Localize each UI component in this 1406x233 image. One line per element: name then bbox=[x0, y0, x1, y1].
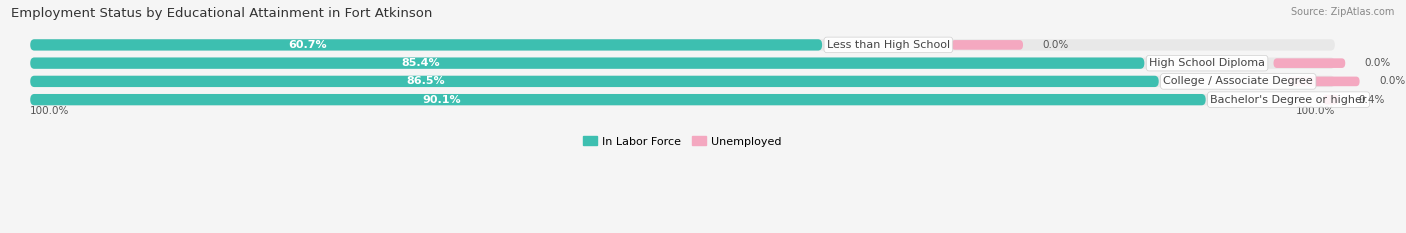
FancyBboxPatch shape bbox=[1288, 77, 1360, 86]
Text: 90.1%: 90.1% bbox=[422, 95, 461, 105]
Text: 85.4%: 85.4% bbox=[401, 58, 440, 68]
FancyBboxPatch shape bbox=[31, 94, 1334, 105]
FancyBboxPatch shape bbox=[1274, 58, 1346, 68]
Text: 0.4%: 0.4% bbox=[1358, 95, 1385, 105]
Text: High School Diploma: High School Diploma bbox=[1149, 58, 1265, 68]
FancyBboxPatch shape bbox=[31, 76, 1159, 87]
FancyBboxPatch shape bbox=[31, 94, 1206, 105]
FancyBboxPatch shape bbox=[31, 58, 1144, 69]
FancyBboxPatch shape bbox=[31, 76, 1334, 87]
Text: College / Associate Degree: College / Associate Degree bbox=[1163, 76, 1313, 86]
Legend: In Labor Force, Unemployed: In Labor Force, Unemployed bbox=[579, 132, 786, 151]
Text: 0.0%: 0.0% bbox=[1043, 40, 1069, 50]
Text: 60.7%: 60.7% bbox=[288, 40, 326, 50]
FancyBboxPatch shape bbox=[31, 58, 1334, 69]
Text: Source: ZipAtlas.com: Source: ZipAtlas.com bbox=[1291, 7, 1395, 17]
FancyBboxPatch shape bbox=[952, 40, 1024, 50]
Text: Less than High School: Less than High School bbox=[827, 40, 950, 50]
Text: 0.0%: 0.0% bbox=[1365, 58, 1391, 68]
Text: 86.5%: 86.5% bbox=[406, 76, 444, 86]
Text: 100.0%: 100.0% bbox=[31, 106, 70, 116]
Text: 0.0%: 0.0% bbox=[1379, 76, 1406, 86]
Text: 100.0%: 100.0% bbox=[1295, 106, 1334, 116]
Text: Employment Status by Educational Attainment in Fort Atkinson: Employment Status by Educational Attainm… bbox=[11, 7, 433, 20]
FancyBboxPatch shape bbox=[1323, 95, 1339, 104]
Text: Bachelor's Degree or higher: Bachelor's Degree or higher bbox=[1211, 95, 1367, 105]
FancyBboxPatch shape bbox=[31, 39, 823, 51]
FancyBboxPatch shape bbox=[31, 39, 1334, 51]
